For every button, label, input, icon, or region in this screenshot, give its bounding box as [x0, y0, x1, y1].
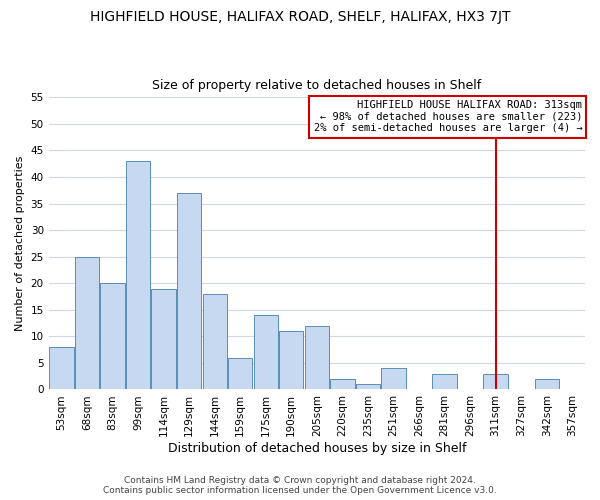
Bar	[279, 331, 304, 390]
Bar	[126, 161, 150, 390]
Bar	[177, 193, 201, 390]
Bar	[151, 288, 176, 390]
Text: HIGHFIELD HOUSE, HALIFAX ROAD, SHELF, HALIFAX, HX3 7JT: HIGHFIELD HOUSE, HALIFAX ROAD, SHELF, HA…	[90, 10, 510, 24]
Y-axis label: Number of detached properties: Number of detached properties	[15, 156, 25, 331]
Bar	[382, 368, 406, 390]
Bar	[484, 374, 508, 390]
Bar	[228, 358, 253, 390]
Bar	[305, 326, 329, 390]
Bar	[535, 379, 559, 390]
Bar	[330, 379, 355, 390]
Bar	[100, 283, 125, 390]
X-axis label: Distribution of detached houses by size in Shelf: Distribution of detached houses by size …	[167, 442, 466, 455]
Bar	[433, 374, 457, 390]
Bar	[49, 347, 74, 390]
Title: Size of property relative to detached houses in Shelf: Size of property relative to detached ho…	[152, 79, 481, 92]
Text: HIGHFIELD HOUSE HALIFAX ROAD: 313sqm
← 98% of detached houses are smaller (223)
: HIGHFIELD HOUSE HALIFAX ROAD: 313sqm ← 9…	[314, 100, 583, 134]
Bar	[75, 256, 99, 390]
Text: Contains HM Land Registry data © Crown copyright and database right 2024.
Contai: Contains HM Land Registry data © Crown c…	[103, 476, 497, 495]
Bar	[203, 294, 227, 390]
Bar	[254, 315, 278, 390]
Bar	[356, 384, 380, 390]
